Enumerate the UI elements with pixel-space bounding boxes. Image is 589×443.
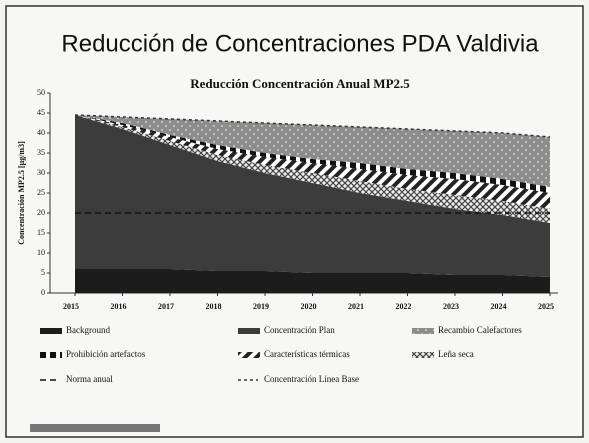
y-tick-label: 50 (37, 88, 45, 97)
y-tick-label: 15 (37, 228, 45, 237)
legend-label: Características térmicas (264, 349, 350, 359)
legend-label: Norma anual (66, 374, 113, 384)
y-tick-label: 25 (37, 188, 45, 197)
area (75, 269, 550, 293)
legend-swatch (238, 352, 260, 358)
footer-bar (30, 424, 160, 432)
x-tick-label: 2016 (111, 302, 127, 311)
y-tick-label: 30 (37, 168, 45, 177)
x-tick-label: 2019 (253, 302, 269, 311)
area (75, 115, 550, 193)
chart-title: Reducción Concentración Anual MP2.5 (190, 76, 410, 91)
area (75, 115, 550, 223)
y-tick-label: 45 (37, 108, 45, 117)
legend-swatch (40, 352, 62, 358)
x-tick-label: 2025 (538, 302, 554, 311)
y-axis-label: Concentración MP2.5 [µg/m3] (17, 141, 26, 245)
legend-label: Concentración Plan (264, 325, 335, 335)
x-tick-label: 2023 (443, 302, 459, 311)
area (75, 115, 550, 277)
x-tick-label: 2024 (491, 302, 507, 311)
legend-label: Leña seca (438, 349, 474, 359)
y-tick-label: 0 (41, 288, 45, 297)
x-tick-label: 2017 (158, 302, 174, 311)
y-tick-label: 10 (37, 248, 45, 257)
reference-line (74, 114, 551, 138)
legend-label: Prohibición artefactos (66, 349, 146, 359)
x-tick-label: 2018 (206, 302, 222, 311)
x-tick-label: 2020 (301, 302, 317, 311)
legend-swatch (412, 352, 434, 358)
y-tick-label: 5 (41, 268, 45, 277)
x-tick-label: 2021 (348, 302, 364, 311)
y-tick-label: 40 (37, 128, 45, 137)
slide-title: Reducción de Concentraciones PDA Valdivi… (61, 30, 539, 57)
legend-swatch (412, 328, 434, 334)
legend-label: Concentración Línea Base (264, 374, 359, 384)
area (75, 115, 550, 187)
legend-swatch (238, 328, 260, 334)
area (75, 115, 550, 209)
y-tick-label: 35 (37, 148, 45, 157)
legend-swatch (40, 328, 62, 334)
y-tick-label: 20 (37, 208, 45, 217)
legend-label: Background (66, 325, 110, 335)
x-tick-label: 2022 (396, 302, 412, 311)
x-tick-label: 2015 (63, 302, 79, 311)
legend-label: Recambio Calefactores (438, 325, 522, 335)
